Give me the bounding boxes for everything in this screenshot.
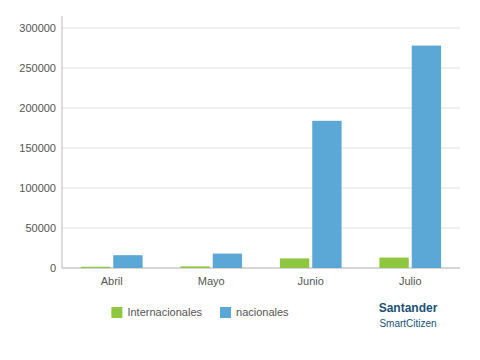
grid-line (62, 108, 460, 109)
y-axis: 0 50000 100000 150000 200000 250000 300000 (19, 22, 56, 274)
bar (213, 254, 242, 268)
y-axis-line (62, 16, 63, 268)
y-tick-label: 200000 (19, 102, 56, 114)
annotation: SmartCitizen (379, 318, 436, 329)
chart-container: 0 50000 100000 150000 200000 250000 300000 Abri… (0, 0, 480, 360)
annotations: Santander SmartCitizen (379, 301, 438, 329)
grid (62, 28, 460, 268)
grid-line (62, 68, 460, 69)
bars (81, 46, 441, 268)
legend-item: nacionales (220, 306, 289, 318)
bar (412, 46, 441, 268)
bar (113, 255, 142, 268)
bar (81, 267, 110, 268)
annotation: Santander (379, 301, 438, 315)
y-tick-label: 50000 (25, 222, 56, 234)
grid-line (62, 28, 460, 29)
y-tick-label: 300000 (19, 22, 56, 34)
legend: Internacionales nacionales (111, 306, 289, 318)
bar (312, 121, 341, 268)
chart-svg: 0 50000 100000 150000 200000 250000 300000 Abri… (0, 0, 480, 360)
legend-label: nacionales (236, 306, 289, 318)
x-axis: Abril Mayo Junio Julio (101, 275, 422, 287)
x-tick-label: Mayo (198, 275, 225, 287)
bar (379, 258, 408, 268)
y-tick-label: 0 (50, 262, 56, 274)
x-tick-label: Julio (399, 275, 422, 287)
legend-swatch (220, 307, 231, 318)
y-tick-label: 250000 (19, 62, 56, 74)
legend-item: Internacionales (111, 306, 202, 318)
grid-line (62, 188, 460, 189)
bar (280, 258, 309, 268)
y-tick-label: 100000 (19, 182, 56, 194)
x-tick-label: Junio (298, 275, 324, 287)
x-tick-label: Abril (101, 275, 123, 287)
grid-line (62, 148, 460, 149)
legend-label: Internacionales (127, 306, 202, 318)
y-tick-label: 150000 (19, 142, 56, 154)
legend-swatch (111, 307, 122, 318)
grid-line (62, 228, 460, 229)
bar (180, 266, 209, 268)
